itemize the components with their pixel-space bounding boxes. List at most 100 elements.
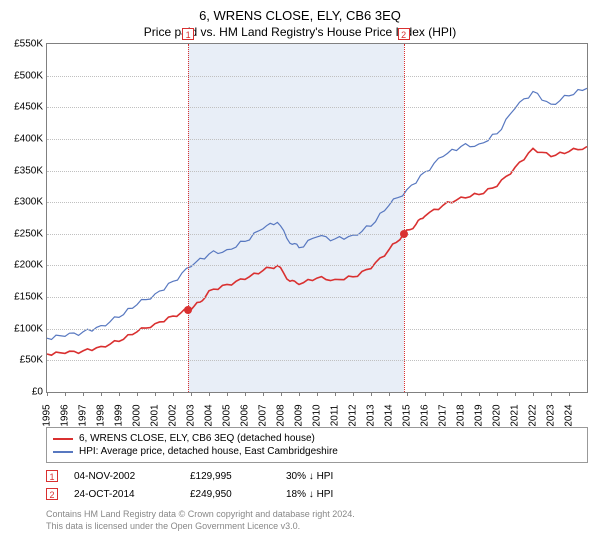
x-axis-label: 2003 [186,404,197,426]
footer-line-2: This data is licensed under the Open Gov… [46,521,588,533]
x-axis-label: 2002 [168,404,179,426]
sale-date: 04-NOV-2002 [74,471,174,482]
sale-date: 24-OCT-2014 [74,489,174,500]
y-axis-label: £400K [14,133,43,144]
gridline [47,297,587,298]
legend-swatch [53,451,73,453]
gridline [47,265,587,266]
x-axis-label: 2015 [402,404,413,426]
x-axis-label: 2018 [456,404,467,426]
x-axis-label: 2012 [348,404,359,426]
legend-item: 6, WRENS CLOSE, ELY, CB6 3EQ (detached h… [53,432,581,445]
x-axis-label: 1995 [42,404,53,426]
sale-price: £129,995 [190,471,270,482]
sale-marker-box: 2 [398,28,410,40]
legend-box: 6, WRENS CLOSE, ELY, CB6 3EQ (detached h… [46,427,588,463]
x-tick [227,392,228,396]
x-tick [317,392,318,396]
legend-item: HPI: Average price, detached house, East… [53,445,581,458]
x-tick [155,392,156,396]
x-tick [83,392,84,396]
legend-label: 6, WRENS CLOSE, ELY, CB6 3EQ (detached h… [79,433,315,444]
x-axis-label: 2000 [132,404,143,426]
sale-point [400,230,408,238]
x-tick [389,392,390,396]
x-tick [335,392,336,396]
x-tick [119,392,120,396]
x-axis-label: 2007 [258,404,269,426]
x-tick [425,392,426,396]
chart-subtitle: Price paid vs. HM Land Registry's House … [0,23,600,43]
x-tick [461,392,462,396]
footer-attribution: Contains HM Land Registry data © Crown c… [46,509,588,532]
x-axis-label: 2004 [204,404,215,426]
sale-row: 1 04-NOV-2002 £129,995 30% ↓ HPI [46,467,588,485]
sale-row: 224-OCT-2014£249,95018% ↓ HPI [46,485,588,503]
gridline [47,171,587,172]
x-tick [209,392,210,396]
legend-label: HPI: Average price, detached house, East… [79,446,338,457]
x-axis-label: 2017 [438,404,449,426]
sale-marker-box: 1 [182,28,194,40]
x-tick [353,392,354,396]
gridline [47,234,587,235]
sale-price: £249,950 [190,489,270,500]
y-axis-label: £50K [20,355,43,366]
y-axis-label: £300K [14,197,43,208]
gridline [47,139,587,140]
series-hpi [47,88,587,339]
x-tick [515,392,516,396]
x-tick [299,392,300,396]
x-axis-label: 2019 [474,404,485,426]
gridline [47,329,587,330]
sale-row-marker: 1 [46,470,58,482]
series-property [47,147,587,356]
x-axis-label: 2022 [528,404,539,426]
x-axis-label: 2006 [240,404,251,426]
x-axis-label: 2011 [330,405,341,427]
x-axis-label: 2021 [510,404,521,426]
x-tick [371,392,372,396]
x-tick [245,392,246,396]
sale-delta: 18% ↓ HPI [286,489,386,500]
x-tick [47,392,48,396]
gridline [47,202,587,203]
x-tick [281,392,282,396]
x-axis-label: 2023 [546,404,557,426]
y-axis-label: £200K [14,260,43,271]
x-tick [533,392,534,396]
x-tick [497,392,498,396]
sale-marker-line [404,44,405,392]
x-axis-label: 2020 [492,404,503,426]
x-tick [263,392,264,396]
chart-container: 6, WRENS CLOSE, ELY, CB6 3EQ Price paid … [0,0,600,560]
x-axis-label: 2016 [420,404,431,426]
x-axis-label: 1996 [60,404,71,426]
footer-line-1: Contains HM Land Registry data © Crown c… [46,509,588,521]
legend-swatch [53,438,73,440]
gridline [47,360,587,361]
sale-delta: 30% ↓ HPI [286,471,386,482]
chart-title: 6, WRENS CLOSE, ELY, CB6 3EQ [0,0,600,23]
x-tick [569,392,570,396]
x-axis-label: 2010 [312,404,323,426]
x-axis-label: 1999 [114,404,125,426]
x-tick [407,392,408,396]
x-tick [191,392,192,396]
x-axis-label: 1997 [78,404,89,426]
y-axis-label: £150K [14,292,43,303]
y-axis-label: £500K [14,70,43,81]
x-tick [479,392,480,396]
y-axis-label: £100K [14,323,43,334]
y-axis-label: £350K [14,165,43,176]
x-axis-label: 1998 [96,404,107,426]
gridline [47,76,587,77]
chart-svg [47,44,587,392]
sales-list: 104-NOV-2002£129,99530% ↓ HPI224-OCT-201… [46,467,588,503]
x-axis-label: 2014 [384,404,395,426]
x-tick [101,392,102,396]
x-axis-label: 2008 [276,404,287,426]
y-axis-label: £450K [14,102,43,113]
x-axis-label: 2024 [564,404,575,426]
y-axis-label: £0 [32,387,43,398]
